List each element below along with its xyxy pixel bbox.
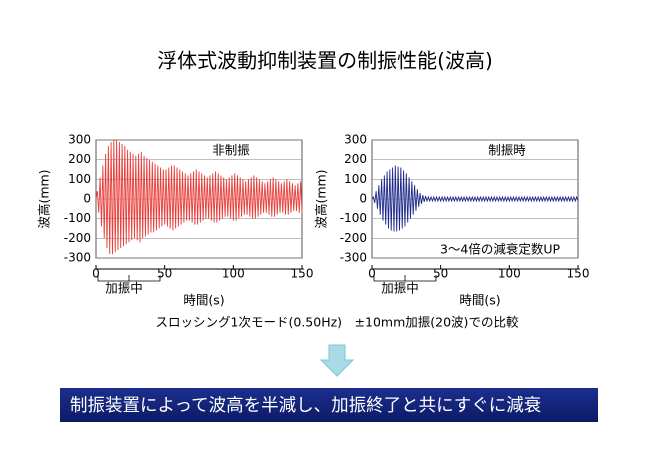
slide-title: 浮体式波動抑制装置の制振性能(波高) [157, 49, 493, 73]
down-arrow [319, 344, 355, 377]
x-tick-label: 50 [433, 267, 448, 281]
y-axis-label: 波高(mm) [314, 169, 329, 228]
x-tick-label: 0 [92, 267, 100, 281]
y-tick-label: -200 [340, 231, 367, 245]
x-tick-label: 0 [368, 267, 376, 281]
waveform [95, 139, 303, 255]
chart-annotation: 制振時 [488, 143, 526, 158]
x-tick-label: 100 [498, 267, 521, 281]
y-tick-label: 100 [344, 172, 367, 186]
y-tick-label: 0 [83, 192, 91, 206]
y-tick-label: 100 [68, 172, 91, 186]
y-tick-label: -300 [340, 251, 367, 265]
banner-box [60, 388, 598, 422]
y-tick-label: 200 [68, 152, 91, 166]
y-tick-label: -300 [64, 251, 91, 265]
excitation-label: 加振中 [381, 281, 419, 296]
y-tick-label: -100 [340, 211, 367, 225]
waveform [371, 165, 579, 232]
x-tick-label: 100 [222, 267, 245, 281]
y-tick-label: -200 [64, 231, 91, 245]
y-tick-label: 0 [359, 192, 367, 206]
y-tick-label: 200 [344, 152, 367, 166]
x-tick-label: 50 [157, 267, 172, 281]
note-box [424, 242, 576, 257]
x-tick-label: 150 [291, 267, 314, 281]
banner-text: 制振装置によって波高を半減し、加振終了と共にすぐに減衰 [70, 396, 541, 416]
x-axis-label: 時間(s) [183, 293, 224, 308]
note: 3～4倍の減衰定数UP [440, 242, 561, 257]
y-tick-label: -100 [64, 211, 91, 225]
y-axis-label: 波高(mm) [37, 169, 52, 228]
excitation-label: 加振中 [105, 281, 143, 296]
y-tick-label: 300 [344, 133, 367, 147]
x-axis-label: 時間(s) [459, 293, 500, 308]
caption: スロッシング1次モード(0.50Hz) ±10mm加振(20波)での比較 [156, 315, 519, 330]
x-tick-label: 150 [567, 267, 590, 281]
chart-annotation: 非制振 [212, 143, 250, 158]
y-tick-label: 300 [68, 133, 91, 147]
